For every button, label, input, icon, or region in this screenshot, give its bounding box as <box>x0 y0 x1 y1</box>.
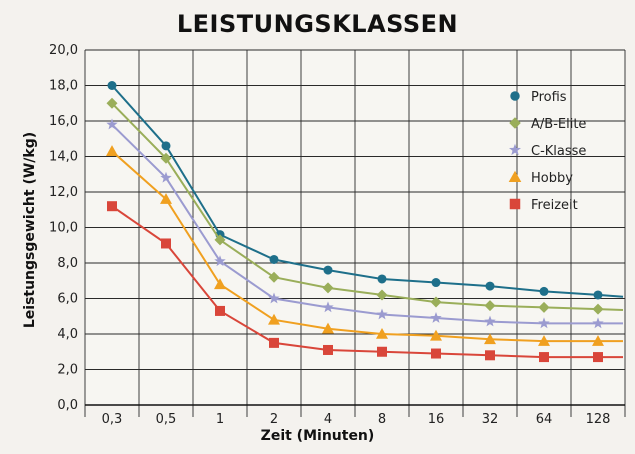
y-tick-label: 0,0 <box>57 398 78 413</box>
data-point-hobby <box>106 145 118 156</box>
y-tick-label: 16,0 <box>49 114 78 129</box>
data-point-profis <box>323 265 333 275</box>
data-point-profis <box>377 274 387 284</box>
data-point-freizeit <box>269 337 279 348</box>
legend-marker-c-klasse <box>509 143 521 156</box>
x-tick-label: 2 <box>270 412 278 427</box>
y-tick-label: 4,0 <box>57 327 78 342</box>
x-tick-label: 1 <box>216 412 224 427</box>
legend-marker-a-b-elite <box>509 117 521 129</box>
x-tick-label: 0,3 <box>102 412 123 427</box>
y-tick-label: 2,0 <box>57 363 78 378</box>
y-tick-label: 6,0 <box>57 292 78 307</box>
data-point-a-b-elite <box>592 303 604 315</box>
x-tick-label: 4 <box>324 412 332 427</box>
data-point-hobby <box>376 328 388 339</box>
data-point-a-b-elite <box>160 152 172 164</box>
data-point-c-klasse <box>160 171 172 183</box>
data-point-freizeit <box>539 352 549 363</box>
data-point-profis <box>593 290 603 300</box>
data-point-freizeit <box>161 238 171 249</box>
data-point-hobby <box>322 322 334 334</box>
y-tick-label: 10,0 <box>49 221 78 236</box>
y-tick-label: 12,0 <box>49 185 78 200</box>
data-point-hobby <box>160 193 172 204</box>
y-tick-label: 8,0 <box>57 256 78 271</box>
data-point-c-klasse <box>322 301 334 313</box>
legend-marker-freizeit <box>509 198 521 210</box>
data-point-hobby <box>484 333 496 345</box>
data-point-freizeit <box>323 344 333 355</box>
data-point-hobby <box>214 278 226 290</box>
data-point-profis <box>107 81 117 90</box>
x-tick-label: 64 <box>536 412 553 427</box>
data-point-a-b-elite <box>106 97 118 109</box>
x-axis-label: Zeit (Minuten) <box>260 428 375 444</box>
data-point-a-b-elite <box>322 282 334 294</box>
data-point-freizeit <box>593 352 603 363</box>
data-point-c-klasse <box>430 312 442 323</box>
legend-marker-hobby <box>508 170 522 183</box>
legend-marker-profis <box>510 91 520 101</box>
data-point-freizeit <box>485 350 495 361</box>
x-tick-label: 16 <box>428 412 445 427</box>
x-tick-label: 8 <box>378 412 386 427</box>
data-point-hobby <box>268 313 280 325</box>
data-point-a-b-elite <box>268 271 280 283</box>
legend-label-freizeit: Freizeit <box>531 198 578 213</box>
data-point-c-klasse <box>268 292 280 304</box>
y-tick-label: 14,0 <box>49 150 78 165</box>
legend-label-c-klasse: C-Klasse <box>531 144 586 159</box>
data-point-c-klasse <box>592 317 604 329</box>
data-point-freizeit <box>215 305 225 316</box>
data-point-hobby <box>430 329 442 341</box>
data-point-freizeit <box>431 348 441 359</box>
data-point-c-klasse <box>376 308 388 320</box>
data-point-a-b-elite <box>538 301 550 313</box>
y-tick-label: 18,0 <box>49 79 78 94</box>
data-point-a-b-elite <box>430 296 442 308</box>
data-point-profis <box>485 281 495 291</box>
data-point-profis <box>539 286 549 296</box>
data-point-hobby <box>592 335 604 346</box>
data-point-c-klasse <box>214 255 226 267</box>
x-tick-label: 0,5 <box>156 412 177 427</box>
data-point-freizeit <box>107 201 117 212</box>
data-point-a-b-elite <box>214 234 226 246</box>
data-point-hobby <box>538 335 550 346</box>
legend-label-hobby: Hobby <box>531 171 573 186</box>
legend-label-a-b-elite: A/B-Elite <box>531 117 586 132</box>
data-point-a-b-elite <box>376 289 388 301</box>
data-point-profis <box>269 254 279 264</box>
y-tick-label: 20,0 <box>49 43 78 58</box>
chart-title: LEISTUNGSKLASSEN <box>176 10 459 38</box>
data-point-profis <box>161 141 171 151</box>
data-point-c-klasse <box>538 317 550 329</box>
data-point-profis <box>431 278 441 288</box>
x-tick-label: 32 <box>482 412 499 427</box>
legend-label-profis: Profis <box>531 90 567 105</box>
x-tick-label: 128 <box>586 412 611 427</box>
data-point-freizeit <box>377 346 387 357</box>
data-point-c-klasse <box>484 315 496 327</box>
data-point-a-b-elite <box>484 300 496 312</box>
data-point-c-klasse <box>106 118 118 130</box>
